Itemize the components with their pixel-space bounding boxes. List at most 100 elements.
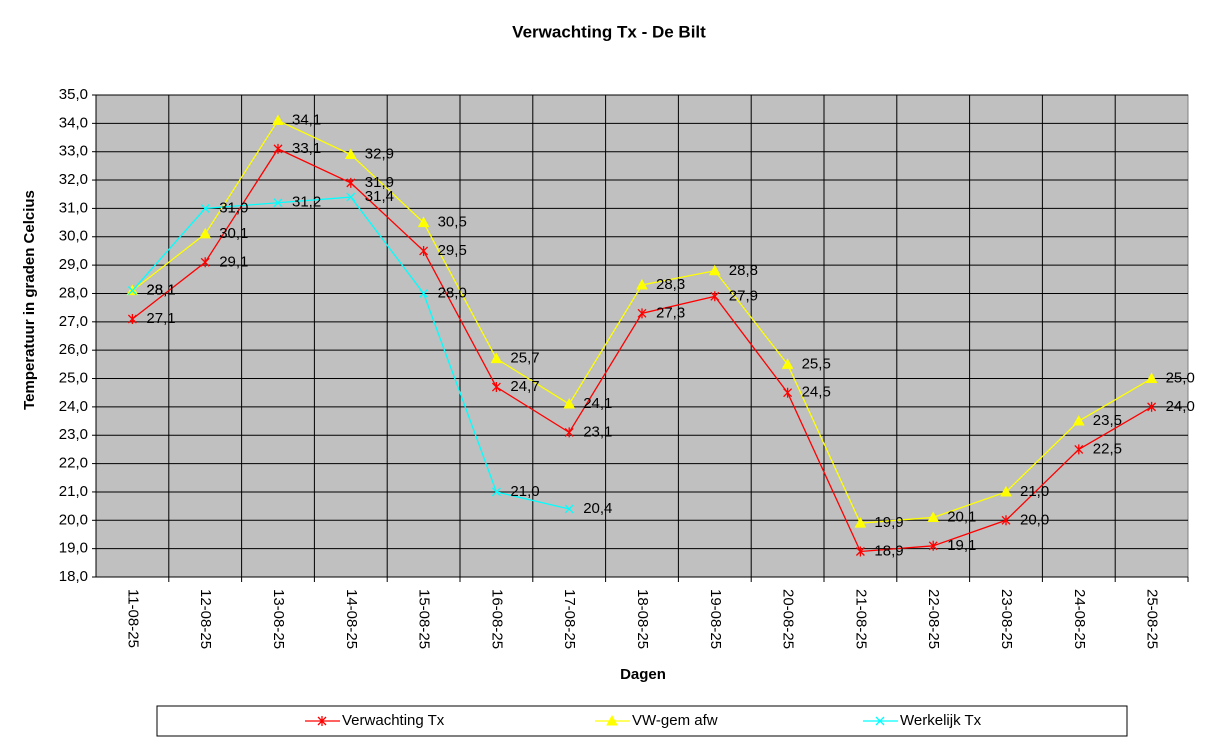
x-tick-label: 19-08-25 <box>707 589 724 649</box>
value-label: 30,5 <box>438 214 467 231</box>
x-tick-label: 13-08-25 <box>270 589 287 649</box>
value-label: 28,0 <box>438 284 467 301</box>
marker <box>637 308 647 319</box>
x-tick-label: 20-08-25 <box>780 589 797 649</box>
value-label: 31,2 <box>292 194 321 211</box>
y-tick-label: 34,0 <box>59 114 88 131</box>
value-label: 28,1 <box>146 282 175 299</box>
y-tick-label: 30,0 <box>59 228 88 245</box>
value-label: 18,9 <box>874 542 903 559</box>
legend-label: VW-gem afw <box>632 712 718 729</box>
y-tick-label: 33,0 <box>59 143 88 160</box>
y-tick-label: 20,0 <box>59 511 88 528</box>
y-tick-label: 27,0 <box>59 313 88 330</box>
y-tick-label: 32,0 <box>59 171 88 188</box>
x-tick-label: 25-08-25 <box>1144 589 1161 649</box>
value-label: 24,5 <box>802 384 831 401</box>
marker <box>317 716 327 726</box>
marker <box>200 257 210 268</box>
x-tick-label: 15-08-25 <box>416 589 433 649</box>
y-tick-label: 29,0 <box>59 256 88 273</box>
value-label: 32,9 <box>365 146 394 163</box>
y-tick-label: 28,0 <box>59 284 88 301</box>
marker <box>1147 401 1157 412</box>
value-label: 27,9 <box>729 287 758 304</box>
value-label: 31,4 <box>365 188 394 205</box>
marker <box>927 511 940 522</box>
x-tick-label: 21-08-25 <box>852 589 869 649</box>
x-tick-label: 22-08-25 <box>925 589 942 649</box>
legend-label: Verwachting Tx <box>342 712 445 729</box>
x-tick-label: 24-08-25 <box>1071 589 1088 649</box>
chart-title: Verwachting Tx - De Bilt <box>512 22 706 41</box>
marker <box>855 546 865 557</box>
value-label: 29,5 <box>438 242 467 259</box>
x-tick-label: 23-08-25 <box>998 589 1015 649</box>
value-label: 19,9 <box>874 514 903 531</box>
marker <box>1074 444 1084 455</box>
y-tick-label: 23,0 <box>59 426 88 443</box>
marker <box>563 398 576 409</box>
marker <box>636 278 648 290</box>
value-label: 24,0 <box>1166 398 1195 415</box>
y-axis-title: Temperatuur in graden Celcius <box>21 190 38 410</box>
marker <box>875 716 885 726</box>
marker <box>419 289 429 298</box>
x-tick-label: 16-08-25 <box>488 589 505 649</box>
value-label: 21,0 <box>1020 483 1049 500</box>
marker <box>199 227 212 239</box>
y-tick-label: 35,0 <box>59 86 88 103</box>
x-axis-title: Dagen <box>620 666 666 683</box>
value-label: 28,8 <box>729 262 758 279</box>
value-label: 21,0 <box>510 483 539 500</box>
value-label: 24,1 <box>583 395 612 412</box>
value-label: 20,4 <box>583 500 612 517</box>
marker <box>710 291 720 302</box>
marker <box>491 382 501 393</box>
marker <box>564 504 574 514</box>
marker <box>417 216 430 228</box>
marker <box>127 286 137 296</box>
value-label: 24,7 <box>510 378 539 395</box>
value-label: 34,1 <box>292 111 321 128</box>
y-tick-label: 25,0 <box>59 369 88 386</box>
value-label: 30,1 <box>219 225 248 242</box>
marker <box>1000 485 1012 497</box>
value-label: 25,5 <box>802 355 831 372</box>
marker <box>783 387 793 398</box>
marker <box>419 245 429 256</box>
legend-label: Werkelijk Tx <box>900 712 982 729</box>
value-label: 23,5 <box>1093 412 1122 429</box>
value-label: 22,5 <box>1093 440 1122 457</box>
value-label: 20,0 <box>1020 511 1049 528</box>
value-label: 25,7 <box>510 350 539 367</box>
marker <box>344 148 357 160</box>
marker <box>273 143 283 154</box>
marker <box>854 517 867 528</box>
value-label: 20,1 <box>947 508 976 525</box>
marker <box>490 352 503 364</box>
value-label: 27,1 <box>146 310 175 327</box>
y-tick-label: 26,0 <box>59 341 88 358</box>
value-label: 25,0 <box>1166 369 1195 386</box>
y-tick-label: 21,0 <box>59 483 88 500</box>
marker <box>491 487 501 497</box>
marker <box>272 114 284 126</box>
value-label: 19,1 <box>947 537 976 554</box>
marker <box>564 427 574 438</box>
value-label: 29,1 <box>219 253 248 270</box>
y-tick-label: 22,0 <box>59 455 88 472</box>
marker <box>346 192 356 202</box>
marker <box>708 264 721 276</box>
marker <box>200 203 210 213</box>
value-label: 31,9 <box>365 174 394 191</box>
marker <box>127 313 137 324</box>
x-tick-label: 12-08-25 <box>197 589 214 649</box>
y-tick-label: 31,0 <box>59 199 88 216</box>
marker <box>606 714 618 726</box>
marker <box>928 540 938 551</box>
marker <box>273 198 283 208</box>
marker <box>1072 415 1085 426</box>
plot-area <box>95 94 1189 578</box>
